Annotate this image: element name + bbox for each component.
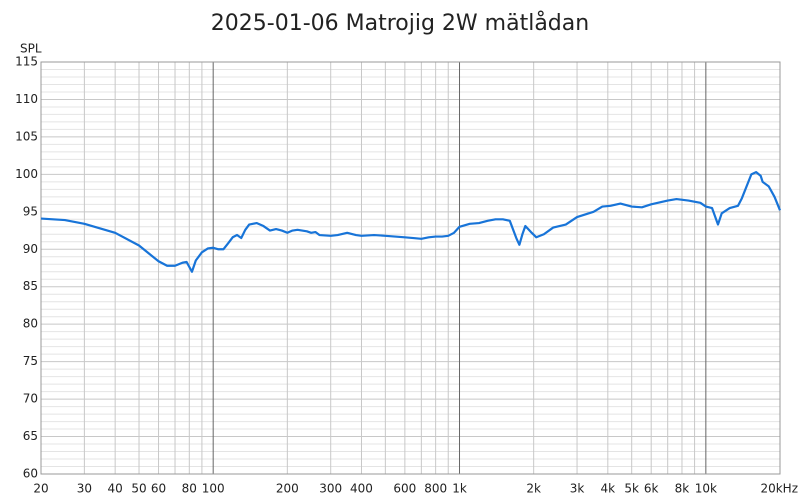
x-tick-label: 20 bbox=[33, 482, 48, 496]
x-tick-label: 300 bbox=[319, 482, 342, 496]
x-tick-label: 40 bbox=[108, 482, 123, 496]
x-tick-label: 80 bbox=[182, 482, 197, 496]
y-tick-label: 95 bbox=[23, 204, 38, 218]
response-curve bbox=[40, 171, 782, 273]
y-tick-label: 65 bbox=[23, 429, 38, 443]
x-tick-label: 600 bbox=[393, 482, 416, 496]
y-axis-label: SPL bbox=[20, 42, 42, 56]
x-tick-label: 2k bbox=[526, 482, 541, 496]
chart-title: 2025-01-06 Matrojig 2W mätlådan bbox=[211, 10, 589, 36]
y-tick-label: 115 bbox=[15, 55, 38, 69]
y-tick-label: 100 bbox=[15, 167, 38, 181]
y-tick-label: 105 bbox=[15, 129, 38, 143]
x-tick-label: 50 bbox=[131, 482, 146, 496]
plot-frame bbox=[40, 61, 781, 475]
y-tick-label: 90 bbox=[23, 242, 38, 256]
x-tick-label: 8k bbox=[675, 482, 690, 496]
x-tick-label: 3k bbox=[570, 482, 585, 496]
x-tick-label: 1k bbox=[452, 482, 467, 496]
x-tick-label: 6k bbox=[644, 482, 659, 496]
x-tick-label: 20kHz bbox=[760, 482, 798, 496]
x-tick-label: 800 bbox=[424, 482, 447, 496]
x-tick-label: 5k bbox=[624, 482, 639, 496]
y-tick-label: 80 bbox=[23, 317, 38, 331]
y-tick-label: 60 bbox=[23, 467, 38, 481]
y-tick-label: 70 bbox=[23, 392, 38, 406]
y-tick-label: 85 bbox=[23, 279, 38, 293]
x-tick-label: 200 bbox=[276, 482, 299, 496]
x-tick-label: 400 bbox=[350, 482, 373, 496]
y-tick-label: 110 bbox=[15, 92, 38, 106]
x-tick-label: 100 bbox=[202, 482, 225, 496]
x-tick-label: 30 bbox=[77, 482, 92, 496]
y-tick-label: 75 bbox=[23, 354, 38, 368]
x-tick-label: 60 bbox=[151, 482, 166, 496]
x-tick-label: 10k bbox=[695, 482, 717, 496]
x-tick-label: 4k bbox=[601, 482, 616, 496]
